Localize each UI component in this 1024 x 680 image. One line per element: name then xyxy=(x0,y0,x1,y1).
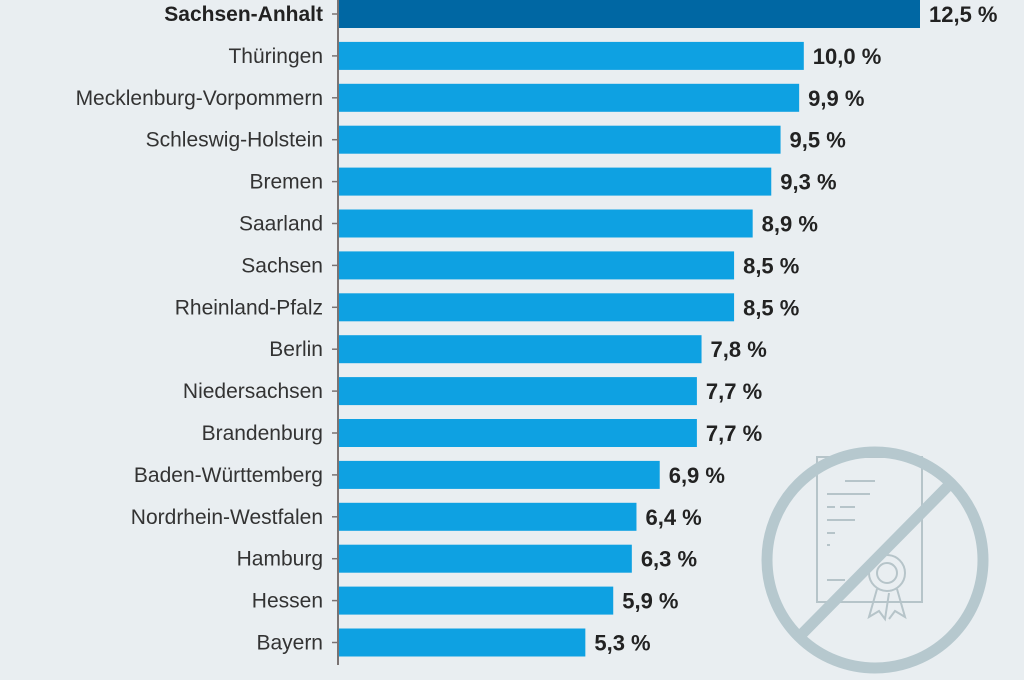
bar-7 xyxy=(339,293,735,322)
bar-4 xyxy=(339,167,772,196)
category-label: Sachsen xyxy=(241,254,323,277)
value-label: 7,7 % xyxy=(706,379,762,404)
bar-8 xyxy=(339,335,702,364)
category-label: Bayern xyxy=(256,632,323,655)
bar-6 xyxy=(339,251,735,280)
bar-1 xyxy=(339,41,804,70)
bar-15 xyxy=(339,628,586,657)
bar-9 xyxy=(339,377,697,406)
bar-0 xyxy=(339,0,920,28)
value-label: 9,9 % xyxy=(808,86,864,111)
value-label: 5,9 % xyxy=(622,589,678,614)
value-label: 6,3 % xyxy=(641,547,697,572)
value-label: 6,9 % xyxy=(669,463,725,488)
bar-13 xyxy=(339,544,632,573)
bar-2 xyxy=(339,83,800,112)
value-label: 12,5 % xyxy=(929,2,998,27)
category-label: Schleswig-Holstein xyxy=(146,129,323,152)
bar-3 xyxy=(339,125,781,154)
category-label: Brandenburg xyxy=(202,422,323,445)
bar-11 xyxy=(339,460,660,489)
category-label: Baden-Württemberg xyxy=(134,464,323,487)
value-label: 8,5 % xyxy=(743,295,799,320)
value-label: 9,3 % xyxy=(780,170,836,195)
bar-12 xyxy=(339,502,637,531)
category-label: Mecklenburg-Vorpommern xyxy=(76,87,323,110)
bar-5 xyxy=(339,209,753,238)
category-label: Thüringen xyxy=(228,45,323,68)
category-label: Bremen xyxy=(249,171,323,194)
no-certificate-icon xyxy=(761,446,989,674)
value-label: 7,8 % xyxy=(711,337,767,362)
category-label: Hessen xyxy=(252,590,323,613)
category-label: Saarland xyxy=(239,213,323,236)
value-label: 6,4 % xyxy=(645,505,701,530)
category-label: Niedersachsen xyxy=(183,380,323,403)
bar-10 xyxy=(339,419,697,447)
category-label: Sachsen-Anhalt xyxy=(164,3,323,26)
category-label: Rheinland-Pfalz xyxy=(175,296,323,319)
category-label: Berlin xyxy=(269,338,323,361)
value-label: 9,5 % xyxy=(790,128,846,153)
value-label: 7,7 % xyxy=(706,421,762,446)
value-label: 10,0 % xyxy=(813,44,882,69)
category-label: Hamburg xyxy=(237,548,323,571)
value-label: 8,9 % xyxy=(762,212,818,237)
bar-14 xyxy=(339,586,614,615)
value-label: 8,5 % xyxy=(743,253,799,278)
value-label: 5,3 % xyxy=(594,631,650,656)
category-label: Nordrhein-Westfalen xyxy=(131,506,323,529)
